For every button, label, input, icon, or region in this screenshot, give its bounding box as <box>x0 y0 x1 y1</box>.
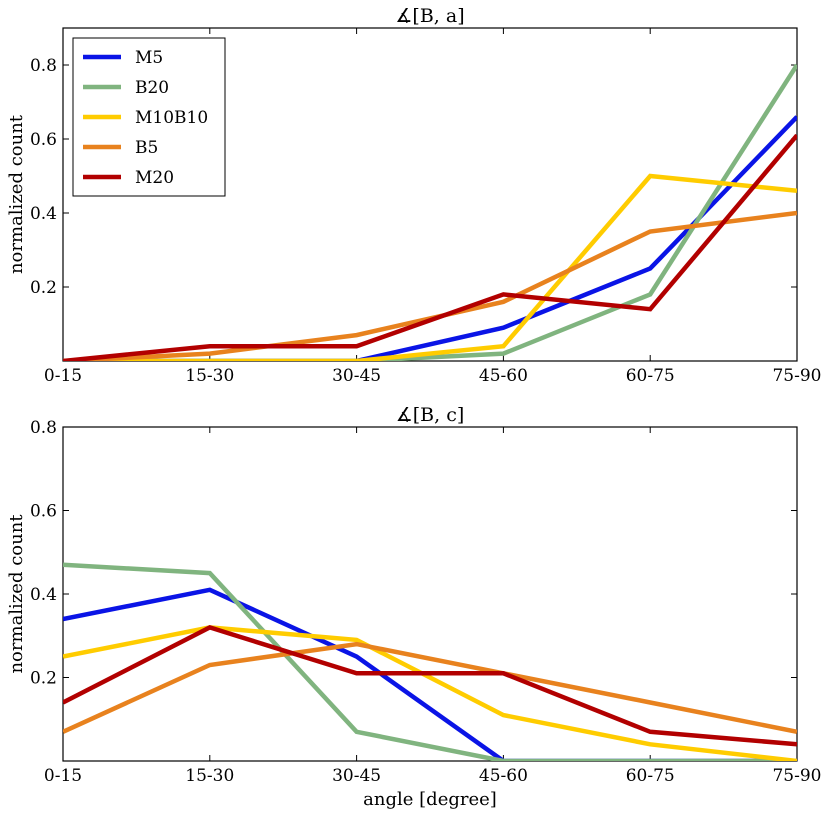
chart-1-x-tick-label: 15-30 <box>185 766 234 786</box>
chart-0-title: ∡[B, a] <box>395 5 464 27</box>
chart-0-y-axis-label: normalized count <box>6 114 27 274</box>
chart-1-series-line-b20 <box>63 562 797 761</box>
chart-0-y-tick-label: 0.4 <box>30 204 57 224</box>
chart-0-y-tick-label: 0.2 <box>30 278 57 298</box>
chart-0-x-tick-label: 15-30 <box>185 366 234 386</box>
chart-1-x-tick-label: 30-45 <box>332 766 381 786</box>
chart-0-legend-label: M10B10 <box>135 108 208 128</box>
chart-panel-ba: 0-15 15-30 30-45 45-60 60-75 75-90 0.2 0.4 0.6 0.… <box>6 5 822 386</box>
chart-0-series-line-m5 <box>63 115 797 361</box>
chart-1-x-tick-label: 60-75 <box>626 766 675 786</box>
chart-1-y-axis-label: normalized count <box>6 514 27 674</box>
chart-0-legend-label: M5 <box>135 48 163 68</box>
chart-0-legend-label: B20 <box>135 78 169 98</box>
chart-0-legend-label: B5 <box>135 138 158 158</box>
chart-0-legend: M5 B20 M10B10 B5 M20 <box>72 37 226 197</box>
chart-1-y-tick-label: 0.4 <box>30 585 57 605</box>
chart-1-series-line-m20 <box>63 624 797 747</box>
chart-0-legend-label: M20 <box>135 168 174 188</box>
chart-1-x-axis-label: angle [degree] <box>363 789 497 810</box>
chart-0-y-tick-label: 0.8 <box>30 56 57 76</box>
chart-0-series-line-m10b10 <box>63 173 797 361</box>
chart-0-series-line-m20 <box>63 133 797 361</box>
chart-0-x-tick-label: 75-90 <box>772 366 821 386</box>
chart-0-series-line-b20 <box>63 63 797 361</box>
chart-1-series-line-m5 <box>63 587 797 761</box>
chart-0-y-tick-label: 0.6 <box>30 130 57 150</box>
chart-panel-bc: 0-15 15-30 30-45 45-60 60-75 75-90 0.2 0.4 0.6 0.… <box>6 404 822 810</box>
chart-0-x-tick-label: 0-15 <box>44 366 82 386</box>
chart-1-y-tick-label: 0.2 <box>30 669 57 689</box>
chart-0-x-tick-label: 30-45 <box>332 366 381 386</box>
chart-1-x-tick-label: 75-90 <box>772 766 821 786</box>
chart-1-y-tick-label: 0.8 <box>30 418 57 438</box>
chart-0-x-tick-label: 60-75 <box>626 366 675 386</box>
chart-1-title: ∡[B, c] <box>396 404 465 426</box>
chart-1-series-line-b5 <box>63 641 797 735</box>
chart-0-x-tick-label: 45-60 <box>479 366 528 386</box>
chart-1-x-tick-label: 0-15 <box>44 766 82 786</box>
chart-1-series-line-m10b10 <box>63 625 797 761</box>
chart-1-x-tick-label: 45-60 <box>479 766 528 786</box>
chart-1-y-tick-label: 0.6 <box>30 502 57 522</box>
